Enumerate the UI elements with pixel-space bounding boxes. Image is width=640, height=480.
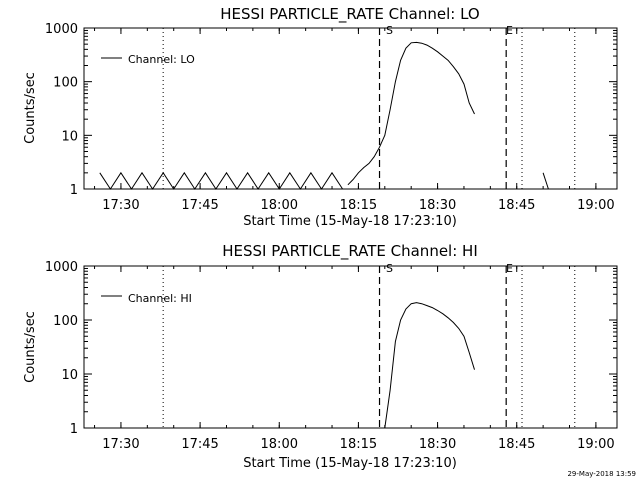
series-noise-line bbox=[100, 173, 570, 189]
marker-label-end: E bbox=[506, 262, 513, 275]
y-axis-label: Counts/sec bbox=[23, 72, 38, 144]
x-tick-label: 17:30 bbox=[102, 198, 139, 213]
marker-label-end: E bbox=[506, 24, 513, 37]
series-line bbox=[347, 41, 475, 186]
x-tick-label: 19:00 bbox=[577, 437, 614, 452]
plot-frame bbox=[83, 27, 618, 190]
chart-panel-lo: HESSI PARTICLE_RATE Channel: LO Start Ti… bbox=[23, 5, 618, 229]
x-tick-label: 17:45 bbox=[181, 198, 218, 213]
series-line bbox=[384, 302, 475, 429]
x-axis-label: Start Time (15-May-18 17:23:10) bbox=[243, 456, 457, 471]
y-tick-label: 1000 bbox=[45, 260, 78, 275]
x-tick-label: 18:00 bbox=[261, 437, 298, 452]
marker-label-start: S bbox=[386, 24, 393, 37]
x-tick-label: 18:45 bbox=[498, 437, 535, 452]
legend-label: Channel: HI bbox=[128, 292, 192, 305]
x-tick-label: 18:15 bbox=[340, 198, 377, 213]
x-tick-label: 18:45 bbox=[498, 198, 535, 213]
chart-title: HESSI PARTICLE_RATE Channel: LO bbox=[220, 5, 479, 24]
y-tick-label: 10 bbox=[61, 368, 78, 383]
y-tick-label: 1 bbox=[70, 422, 78, 437]
x-axis-label: Start Time (15-May-18 17:23:10) bbox=[243, 214, 457, 229]
x-tick-label: 18:30 bbox=[419, 437, 456, 452]
plot-frame bbox=[83, 265, 618, 429]
timestamp-stamp: 29-May-2018 13:59 bbox=[567, 470, 636, 478]
x-tick-label: 18:00 bbox=[261, 198, 298, 213]
y-tick-label: 100 bbox=[53, 314, 78, 329]
x-tick-label: 18:30 bbox=[419, 198, 456, 213]
y-tick-label: 1 bbox=[70, 183, 78, 198]
x-tick-label: 19:00 bbox=[577, 198, 614, 213]
x-tick-label: 17:30 bbox=[102, 437, 139, 452]
x-tick-label: 18:15 bbox=[340, 437, 377, 452]
chart-title: HESSI PARTICLE_RATE Channel: HI bbox=[222, 242, 478, 261]
legend-label: Channel: LO bbox=[128, 53, 195, 66]
x-tick-label: 17:45 bbox=[181, 437, 218, 452]
y-tick-label: 100 bbox=[53, 76, 78, 91]
y-tick-label: 10 bbox=[61, 129, 78, 144]
chart-panel-hi: HESSI PARTICLE_RATE Channel: HI Start Ti… bbox=[23, 242, 618, 471]
marker-label-start: S bbox=[386, 262, 393, 275]
y-tick-label: 1000 bbox=[45, 22, 78, 37]
y-axis-label: Counts/sec bbox=[23, 311, 38, 383]
